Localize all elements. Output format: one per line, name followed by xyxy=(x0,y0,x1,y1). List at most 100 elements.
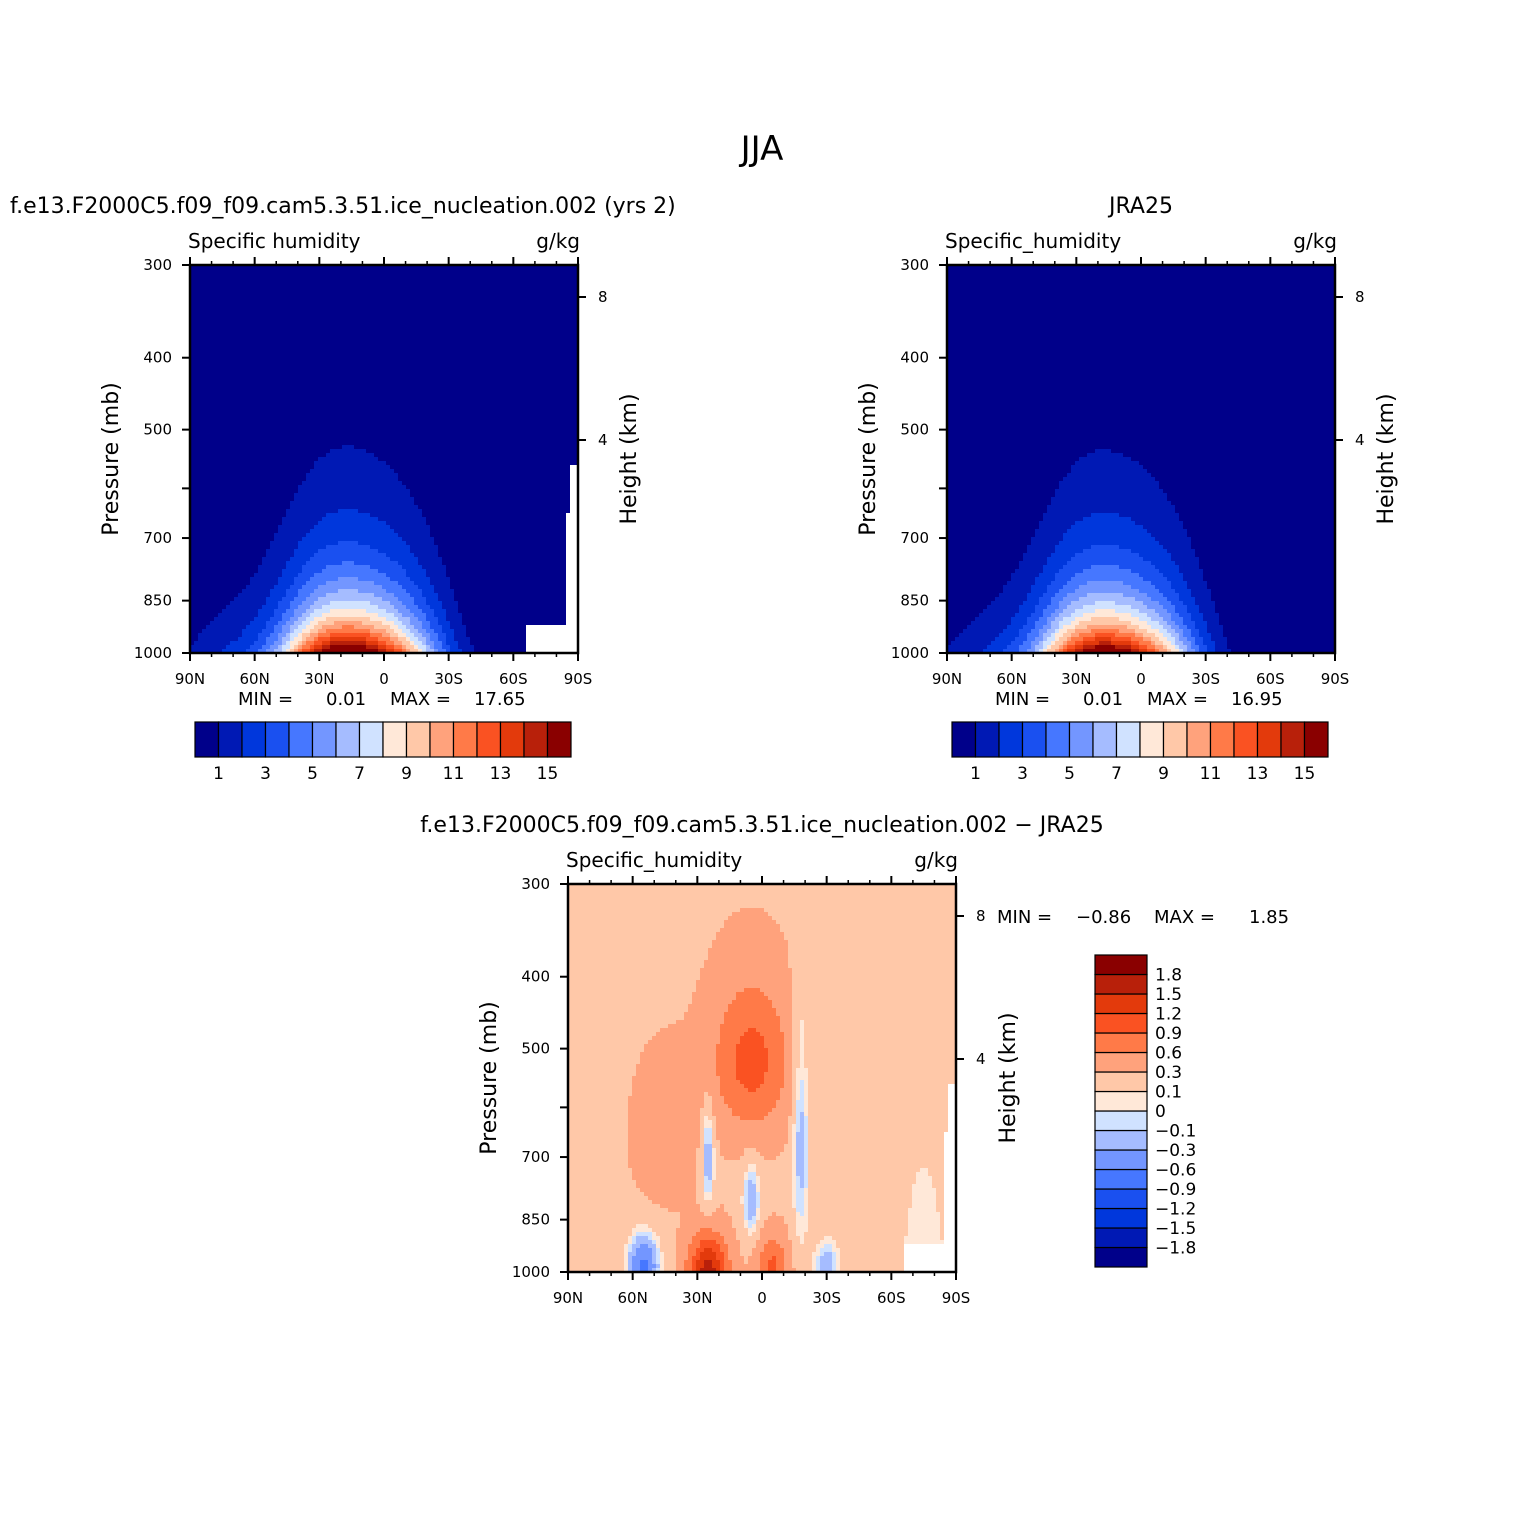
contour-cell xyxy=(568,924,725,929)
contour-cell xyxy=(944,1232,956,1237)
contour-cell xyxy=(190,525,279,530)
contour-cell xyxy=(944,1164,956,1169)
contour-cell xyxy=(374,593,395,598)
contour-cell xyxy=(426,649,435,653)
contour-cell xyxy=(740,1248,753,1253)
contour-cell xyxy=(760,1204,793,1209)
contour-cell xyxy=(1055,549,1084,554)
height-tick-label: 4 xyxy=(976,1050,986,1068)
contour-cell xyxy=(426,573,447,578)
contour-cell xyxy=(947,489,1056,494)
contour-cell xyxy=(947,597,996,602)
contour-cell xyxy=(1163,593,1180,598)
contour-cell xyxy=(804,1100,809,1105)
contour-cell xyxy=(912,1204,937,1209)
contour-cell xyxy=(632,1080,721,1085)
contour-cell xyxy=(1179,517,1335,522)
contour-cell xyxy=(947,585,1004,590)
contour-cell xyxy=(1055,489,1164,494)
contour-cell xyxy=(568,1188,641,1193)
contour-cell xyxy=(744,1224,749,1229)
contour-cell xyxy=(1147,621,1160,626)
contour-cell xyxy=(720,1244,729,1249)
contour-cell xyxy=(947,533,1036,538)
contour-cell xyxy=(696,1260,705,1265)
contour-cell xyxy=(776,1240,793,1245)
contour-cell xyxy=(820,1248,833,1253)
contour-cell xyxy=(568,1140,629,1145)
contour-cell xyxy=(568,1176,633,1181)
contour-cell xyxy=(318,633,331,638)
contour-cell xyxy=(748,1200,757,1205)
contour-cell xyxy=(652,1232,657,1237)
contour-cell xyxy=(294,621,303,626)
contour-cell xyxy=(804,1240,821,1245)
contour-cell xyxy=(940,1224,945,1229)
contour-cell xyxy=(636,1064,717,1069)
contour-cell xyxy=(720,1040,741,1045)
contour-cell xyxy=(728,1244,741,1249)
contour-cell xyxy=(568,988,697,993)
contour-cell xyxy=(342,445,355,450)
contour-cell xyxy=(326,629,371,634)
contour-cell xyxy=(840,1252,905,1257)
contour-cell xyxy=(1091,617,1120,622)
contour-cell xyxy=(282,517,323,522)
contour-cell xyxy=(796,1088,801,1093)
colorbar-box xyxy=(1233,721,1259,758)
contour-cell xyxy=(386,629,395,634)
contour-cell xyxy=(318,549,379,554)
contour-cell xyxy=(648,1196,697,1201)
contour-cell xyxy=(1079,621,1132,626)
contour-cell xyxy=(756,1212,761,1217)
contour-cell xyxy=(796,1072,809,1077)
contour-cell xyxy=(302,649,311,653)
contour-cell xyxy=(190,621,211,626)
contour-cell xyxy=(282,569,303,574)
contour-cell xyxy=(322,625,343,630)
contour-cell xyxy=(1051,641,1056,646)
contour-cell xyxy=(1115,601,1144,606)
colorbar-label: 7 xyxy=(1111,764,1122,784)
contour-cell xyxy=(696,1148,705,1153)
contour-cell xyxy=(326,545,371,550)
contour-cell xyxy=(1083,517,1132,522)
contour-cell xyxy=(1191,541,1335,546)
contour-cell xyxy=(940,1216,945,1221)
contour-cell xyxy=(1215,649,1232,653)
contour-cell xyxy=(800,1020,805,1025)
contour-cell xyxy=(804,1020,956,1025)
contour-cell xyxy=(756,1164,793,1169)
contour-cell xyxy=(1063,597,1080,602)
contour-cell xyxy=(1039,633,1044,638)
contour-cell xyxy=(704,1176,709,1181)
contour-cell xyxy=(1015,637,1028,642)
contour-cell xyxy=(568,1084,633,1089)
contour-cell xyxy=(808,1172,917,1177)
contour-cell xyxy=(947,621,972,626)
colorbar-box xyxy=(217,721,243,758)
contour-cell xyxy=(568,912,733,917)
contour-cell xyxy=(1227,641,1335,646)
contour-cell xyxy=(1003,585,1032,590)
contour-cell xyxy=(768,1060,785,1065)
contour-cell xyxy=(804,1136,809,1141)
contour-cell xyxy=(624,1256,629,1261)
contour-cell xyxy=(628,1144,701,1149)
contour-cell xyxy=(756,1148,785,1153)
contour-cell xyxy=(426,629,435,634)
contour-cell xyxy=(948,1112,956,1117)
contour-cell xyxy=(568,1016,685,1021)
contour-cell xyxy=(434,629,443,634)
x-tick-label: 30S xyxy=(812,1289,841,1307)
contour-cell xyxy=(274,537,303,542)
contour-cell xyxy=(796,1208,805,1213)
height-tick-label: 8 xyxy=(1355,288,1365,306)
contour-cell xyxy=(820,1260,833,1265)
contour-cell xyxy=(748,1168,757,1173)
contour-cell xyxy=(190,333,578,338)
contour-cell xyxy=(1055,577,1072,582)
contour-cell xyxy=(796,1164,805,1169)
panel-diff-min-value: −0.86 xyxy=(1076,907,1131,928)
contour-cell xyxy=(1159,601,1172,606)
